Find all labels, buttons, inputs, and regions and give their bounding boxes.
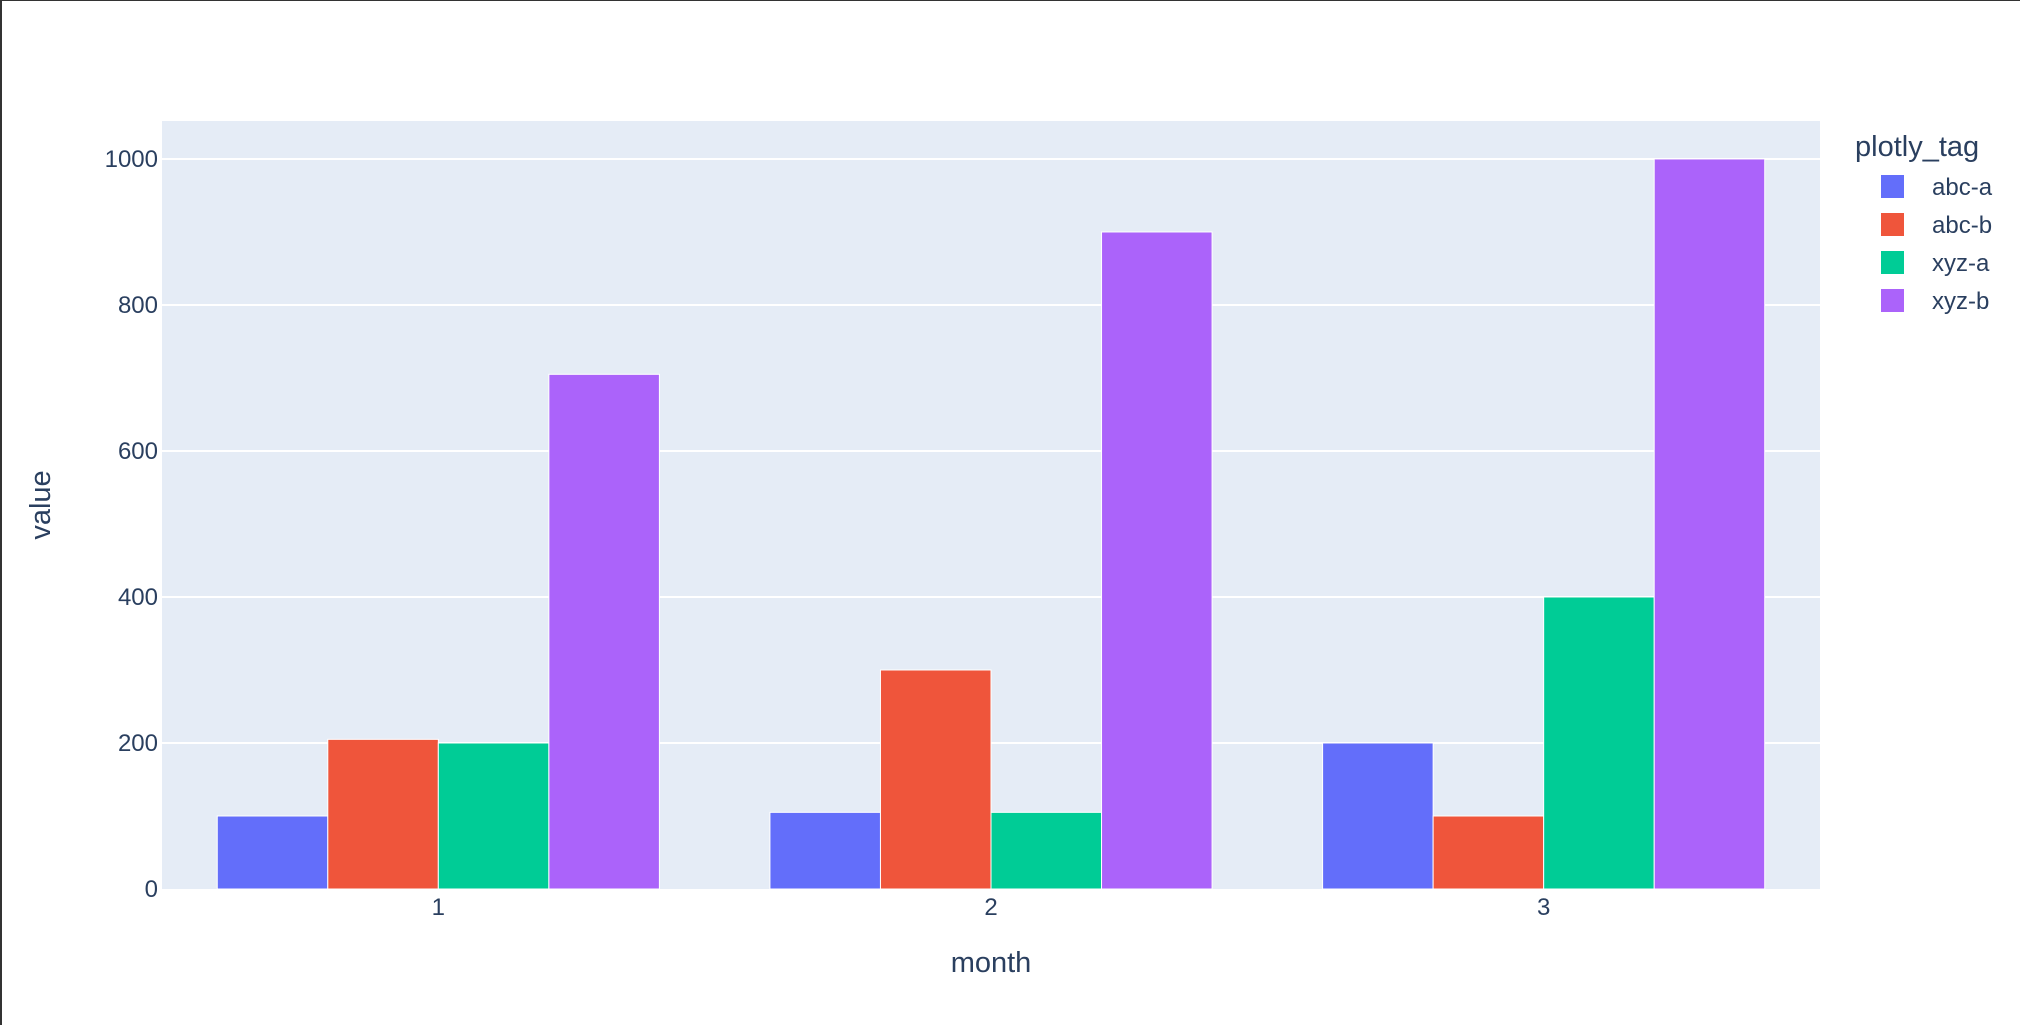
bar-xyz-b-2[interactable] bbox=[1101, 231, 1213, 890]
x-tick-label: 1 bbox=[432, 894, 445, 921]
legend-label: abc-a bbox=[1932, 174, 1993, 201]
y-axis-title: value bbox=[25, 470, 57, 539]
legend-item-xyz-b[interactable]: xyz-b bbox=[1881, 288, 1989, 315]
bar-abc-a-1[interactable] bbox=[216, 815, 329, 890]
y-tick-labels: 0 200 400 600 800 1000 bbox=[105, 146, 158, 903]
y-tick-label: 400 bbox=[118, 584, 158, 611]
legend-label: abc-b bbox=[1932, 212, 1992, 239]
legend-swatch bbox=[1881, 213, 1904, 236]
bar-xyz-b-3[interactable] bbox=[1653, 158, 1766, 890]
bar-abc-a-2[interactable] bbox=[769, 811, 881, 890]
bar-xyz-a-1[interactable] bbox=[437, 742, 550, 890]
legend-swatch bbox=[1881, 289, 1904, 312]
y-tick-label: 0 bbox=[145, 876, 158, 903]
bar-abc-b-3[interactable] bbox=[1432, 815, 1545, 890]
y-tick-label: 600 bbox=[118, 438, 158, 465]
x-tick-label: 3 bbox=[1537, 894, 1550, 921]
bars bbox=[216, 158, 1766, 890]
legend-label: xyz-b bbox=[1932, 288, 1989, 315]
x-tick-label: 2 bbox=[984, 894, 997, 921]
bar-abc-b-1[interactable] bbox=[327, 738, 439, 890]
legend-title: plotly_tag bbox=[1855, 131, 1979, 163]
y-tick-label: 800 bbox=[118, 292, 158, 319]
bar-xyz-a-3[interactable] bbox=[1543, 596, 1655, 890]
legend-item-abc-a[interactable]: abc-a bbox=[1881, 174, 1993, 201]
x-tick-labels: 1 2 3 bbox=[432, 894, 1551, 921]
legend-item-xyz-a[interactable]: xyz-a bbox=[1881, 250, 1990, 277]
legend-items[interactable]: abc-a abc-b xyz-a xyz-b bbox=[1881, 174, 1993, 315]
legend-swatch bbox=[1881, 251, 1904, 274]
legend[interactable]: plotly_tag abc-a abc-b xyz-a xyz-b bbox=[1855, 131, 1993, 315]
legend-swatch bbox=[1881, 175, 1904, 198]
bar-xyz-b-1[interactable] bbox=[548, 373, 660, 890]
bar-abc-b-2[interactable] bbox=[879, 669, 992, 890]
bar-abc-a-3[interactable] bbox=[1322, 742, 1434, 890]
y-tick-label: 200 bbox=[118, 730, 158, 757]
y-tick-label: 1000 bbox=[105, 146, 158, 173]
legend-item-abc-b[interactable]: abc-b bbox=[1881, 212, 1992, 239]
bar-xyz-a-2[interactable] bbox=[990, 811, 1103, 890]
legend-label: xyz-a bbox=[1932, 250, 1990, 277]
x-axis-title: month bbox=[951, 947, 1032, 979]
